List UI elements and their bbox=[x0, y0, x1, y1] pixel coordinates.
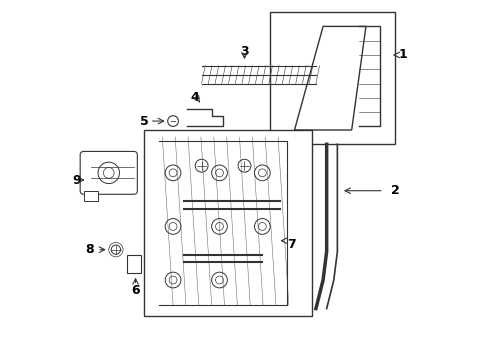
Text: 4: 4 bbox=[190, 91, 199, 104]
Text: 2: 2 bbox=[390, 184, 399, 197]
Text: 9: 9 bbox=[72, 174, 81, 186]
Text: 6: 6 bbox=[131, 284, 140, 297]
Text: 5: 5 bbox=[140, 114, 148, 127]
Text: 1: 1 bbox=[397, 49, 406, 62]
Text: 3: 3 bbox=[240, 45, 248, 58]
Bar bbox=[269, 12, 394, 144]
Bar bbox=[144, 130, 312, 316]
Text: 7: 7 bbox=[287, 238, 296, 251]
Bar bbox=[126, 255, 141, 273]
FancyBboxPatch shape bbox=[80, 152, 137, 194]
Bar bbox=[83, 191, 98, 202]
Text: 8: 8 bbox=[84, 243, 93, 256]
